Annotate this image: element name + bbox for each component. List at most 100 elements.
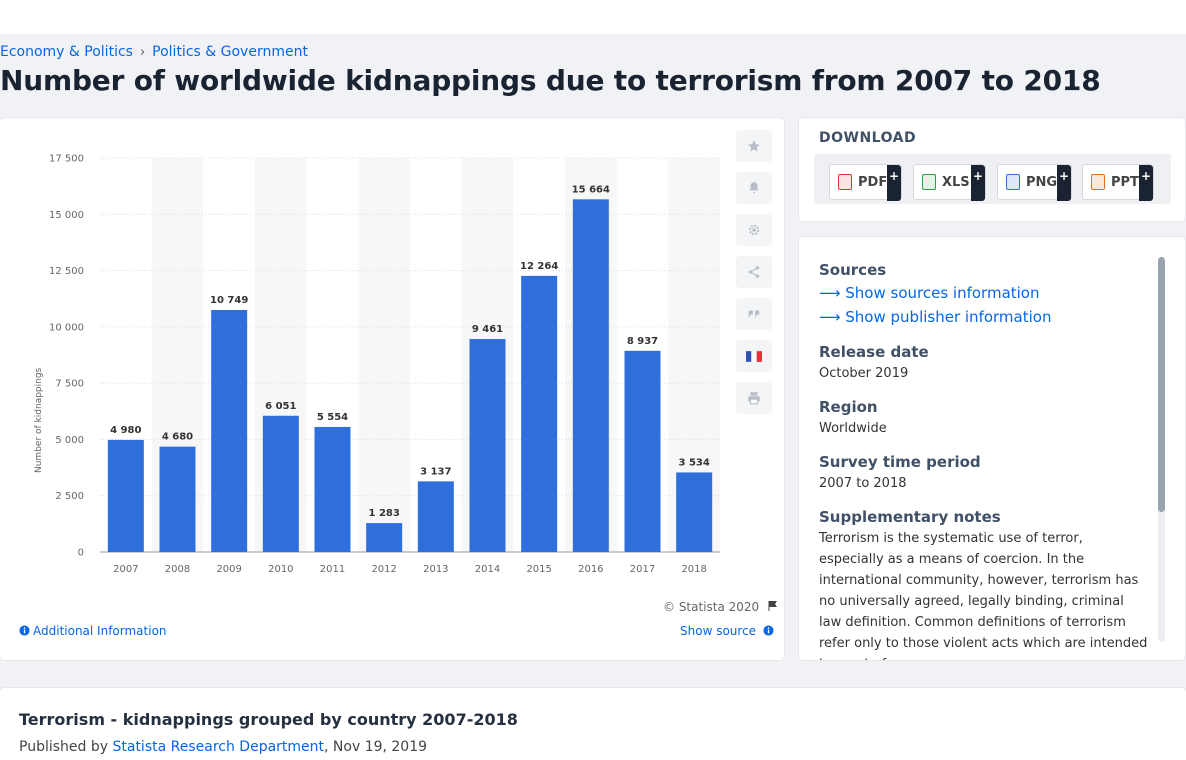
- data-label: 5 554: [317, 412, 348, 423]
- data-label: 15 664: [572, 184, 610, 195]
- data-label: 8 937: [627, 336, 658, 347]
- flag-icon[interactable]: [767, 600, 779, 612]
- region-value: Worldwide: [819, 421, 887, 436]
- breadcrumb-economy-politics[interactable]: Economy & Politics: [0, 44, 133, 60]
- bar: [108, 440, 144, 552]
- plus-icon[interactable]: +: [887, 165, 901, 201]
- additional-information-link[interactable]: Additional Information: [19, 624, 167, 638]
- print-icon[interactable]: [736, 382, 772, 414]
- survey-period-heading: Survey time period: [819, 453, 981, 471]
- download-ppt-label: PPT: [1111, 175, 1139, 190]
- x-tick-label: 2007: [113, 564, 138, 575]
- x-tick-label: 2012: [371, 564, 396, 575]
- related-statistic-title[interactable]: Terrorism - kidnappings grouped by count…: [19, 710, 518, 729]
- y-tick-label: 0: [78, 548, 84, 559]
- sources-heading: Sources: [819, 261, 886, 279]
- show-sources-label: Show sources information: [845, 284, 1039, 302]
- x-tick-label: 2017: [630, 564, 655, 575]
- download-pdf-label: PDF: [858, 175, 887, 190]
- show-sources-link[interactable]: ⟶ Show sources information: [819, 284, 1040, 302]
- bar: [676, 472, 712, 552]
- region-heading: Region: [819, 398, 878, 416]
- x-tick-label: 2008: [165, 564, 190, 575]
- arrow-right-icon: ⟶: [819, 284, 845, 302]
- scrollbar-thumb[interactable]: [1158, 257, 1165, 512]
- show-source-link[interactable]: Show source: [680, 624, 774, 638]
- bar: [315, 427, 351, 552]
- download-title: DOWNLOAD: [819, 130, 916, 146]
- survey-period-value: 2007 to 2018: [819, 476, 906, 491]
- y-tick-label: 15 000: [49, 210, 84, 221]
- y-tick-label: 17 500: [49, 154, 84, 165]
- column-band: [358, 158, 410, 552]
- show-publisher-link[interactable]: ⟶ Show publisher information: [819, 308, 1051, 326]
- statistic-details-card: Sources ⟶ Show sources information ⟶ Sho…: [799, 237, 1185, 660]
- y-tick-label: 10 000: [49, 322, 84, 333]
- quote-icon[interactable]: [736, 298, 772, 330]
- download-png-button[interactable]: PNG +: [997, 164, 1072, 200]
- x-tick-label: 2016: [578, 564, 603, 575]
- y-tick-label: 2 500: [55, 491, 84, 502]
- data-label: 4 680: [162, 432, 193, 443]
- breadcrumb: Economy & Politics › Politics & Governme…: [0, 43, 308, 61]
- copyright-notice: © Statista 2020: [663, 600, 779, 614]
- xls-file-icon: [922, 174, 936, 190]
- bar: [263, 416, 299, 552]
- top-bar: [0, 0, 1186, 34]
- download-pdf-button[interactable]: PDF +: [829, 164, 902, 200]
- data-label: 3 137: [420, 466, 451, 477]
- y-tick-label: 12 500: [49, 266, 84, 277]
- gear-icon[interactable]: [736, 214, 772, 246]
- arrow-right-icon: ⟶: [819, 308, 845, 326]
- bar: [470, 339, 506, 552]
- bar: [418, 481, 454, 552]
- data-label: 4 980: [110, 425, 141, 436]
- published-by-label: Published by: [19, 739, 108, 755]
- author-link[interactable]: Statista Research Department: [112, 739, 324, 755]
- bar: [160, 447, 196, 552]
- plus-icon[interactable]: +: [1139, 165, 1153, 201]
- bell-icon[interactable]: [736, 172, 772, 204]
- pdf-file-icon: [838, 174, 852, 190]
- bar: [366, 523, 402, 552]
- download-xls-button[interactable]: XLS +: [913, 164, 986, 200]
- download-card: DOWNLOAD PDF + XLS + PNG + PPT +: [799, 118, 1185, 221]
- y-axis-label: Number of kidnappings: [34, 367, 44, 473]
- related-statistic-card: Terrorism - kidnappings grouped by count…: [0, 688, 1186, 760]
- french-flag-icon[interactable]: [736, 340, 772, 372]
- plus-icon[interactable]: +: [971, 165, 985, 201]
- supplementary-notes-text: Terrorism is the systematic use of terro…: [819, 528, 1149, 660]
- data-label: 6 051: [265, 401, 296, 412]
- related-statistic-meta: Published by Statista Research Departmen…: [19, 739, 427, 755]
- x-tick-label: 2018: [681, 564, 706, 575]
- data-label: 10 749: [210, 295, 248, 306]
- x-tick-label: 2013: [423, 564, 448, 575]
- x-tick-label: 2015: [526, 564, 551, 575]
- supplementary-notes-heading: Supplementary notes: [819, 508, 1001, 526]
- bar: [211, 310, 247, 552]
- chart-card: 0 2 500 5 000 7 500 10 000 12 500 15 000 17 500…: [0, 118, 784, 660]
- bar: [573, 199, 609, 552]
- copyright-text: © Statista 2020: [663, 600, 759, 614]
- x-tick-label: 2009: [216, 564, 241, 575]
- data-label: 9 461: [472, 324, 503, 335]
- download-options: PDF + XLS + PNG + PPT +: [814, 154, 1171, 204]
- star-icon[interactable]: [736, 130, 772, 162]
- bar: [521, 276, 557, 552]
- download-png-label: PNG: [1026, 175, 1057, 190]
- release-date-heading: Release date: [819, 343, 929, 361]
- release-date-value: October 2019: [819, 366, 908, 381]
- data-label: 3 534: [679, 457, 710, 468]
- info-icon: [19, 625, 30, 636]
- show-publisher-label: Show publisher information: [845, 308, 1051, 326]
- ppt-file-icon: [1091, 174, 1105, 190]
- share-icon[interactable]: [736, 256, 772, 288]
- data-label: 12 264: [520, 261, 558, 272]
- info-icon: [763, 625, 774, 636]
- plus-icon[interactable]: +: [1057, 165, 1071, 201]
- download-ppt-button[interactable]: PPT +: [1082, 164, 1154, 200]
- breadcrumb-politics-government[interactable]: Politics & Government: [152, 44, 308, 60]
- chart-toolbar: [736, 130, 772, 424]
- data-label: 1 283: [369, 508, 400, 519]
- breadcrumb-separator: ›: [140, 45, 145, 60]
